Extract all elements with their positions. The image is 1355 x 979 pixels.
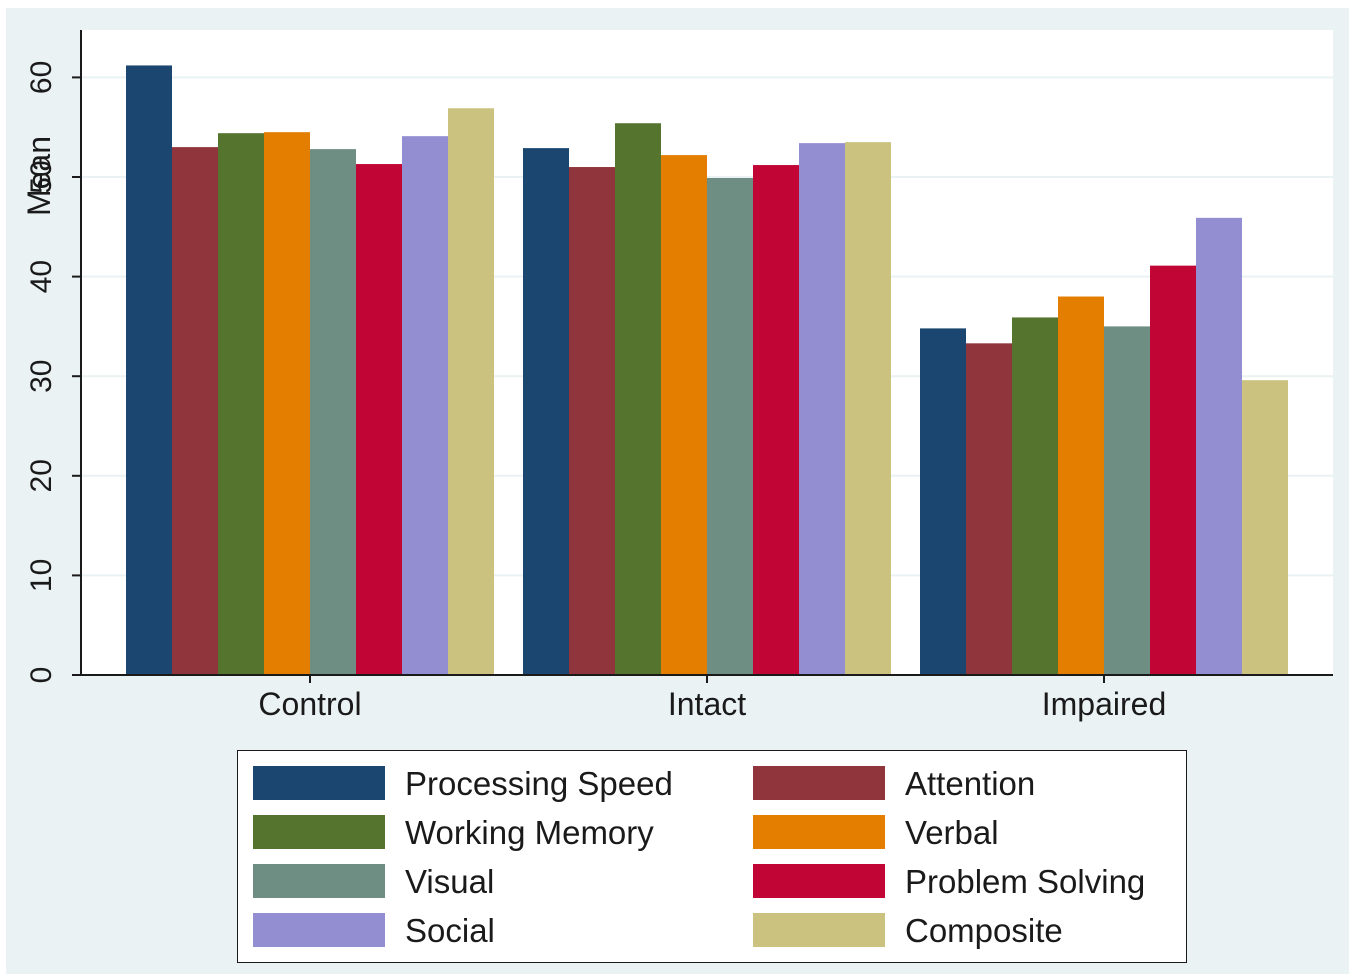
- bar: [356, 164, 402, 675]
- bar: [402, 136, 448, 675]
- bar: [753, 165, 799, 675]
- y-tick-label: 60: [25, 61, 58, 94]
- bar: [569, 167, 615, 676]
- legend-label: Attention: [905, 765, 1036, 802]
- legend-label: Processing Speed: [405, 765, 673, 802]
- legend-label: Problem Solving: [905, 863, 1146, 900]
- bar: [661, 155, 707, 675]
- y-tick-label: 20: [25, 459, 58, 492]
- bar: [1196, 217, 1242, 675]
- bar-chart: 0 10 20 30 40 50 60 Control Intact Impaired Mean: [21, 30, 1333, 722]
- bars: [126, 65, 1288, 676]
- legend-swatch: [253, 815, 385, 849]
- y-tick-label: 50: [25, 160, 58, 193]
- bar: [448, 108, 494, 675]
- legend-label: Composite: [905, 912, 1063, 949]
- bar: [126, 65, 172, 675]
- bar: [1104, 326, 1150, 675]
- x-tick-label: Impaired: [1042, 686, 1167, 722]
- legend-label: Working Memory: [405, 814, 654, 851]
- legend: Processing Speed Attention Working Memory V…: [237, 750, 1187, 963]
- bar: [172, 147, 218, 675]
- bar: [920, 328, 966, 675]
- bar: [1012, 317, 1058, 675]
- y-axis-label: Mean: [21, 136, 57, 216]
- bar: [264, 132, 310, 675]
- legend-swatch: [753, 815, 885, 849]
- bar: [845, 142, 891, 675]
- bar: [1242, 380, 1288, 675]
- y-tick-label: 40: [25, 260, 58, 293]
- bar: [707, 177, 753, 675]
- bar: [1058, 296, 1104, 675]
- bar: [966, 343, 1012, 675]
- bar: [1150, 265, 1196, 675]
- y-tick-label: 30: [25, 360, 58, 393]
- chart-figure: 0 10 20 30 40 50 60 Control Intact Impaired Mean…: [6, 8, 1349, 974]
- bar: [218, 133, 264, 675]
- legend-swatch: [753, 913, 885, 947]
- legend-label: Visual: [405, 863, 495, 900]
- legend-swatch: [253, 766, 385, 800]
- legend-swatch: [253, 913, 385, 947]
- bar: [310, 149, 356, 675]
- y-tick-label: 0: [25, 667, 58, 684]
- y-ticks: 0 10 20 30 40 50 60: [25, 61, 81, 684]
- x-tick-label: Intact: [668, 686, 746, 722]
- x-tick-label: Control: [258, 686, 361, 722]
- bar: [523, 148, 569, 676]
- legend-swatch: [253, 864, 385, 898]
- legend-swatch: [753, 766, 885, 800]
- x-ticks: Control Intact Impaired: [258, 675, 1166, 722]
- legend-label: Verbal: [905, 814, 999, 851]
- bar: [799, 143, 845, 676]
- bar: [615, 123, 661, 675]
- legend-label: Social: [405, 912, 495, 949]
- y-tick-label: 10: [25, 559, 58, 592]
- legend-swatch: [753, 864, 885, 898]
